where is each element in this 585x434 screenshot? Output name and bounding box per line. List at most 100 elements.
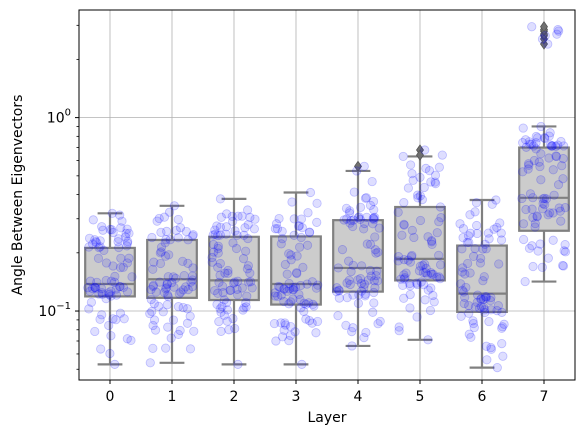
data-point	[219, 295, 229, 305]
data-point	[213, 262, 223, 273]
data-point	[554, 26, 564, 36]
iqr-box	[84, 246, 136, 298]
data-point	[168, 272, 178, 282]
data-point	[148, 281, 158, 292]
iqr-box	[394, 205, 446, 282]
data-point	[88, 283, 98, 294]
data-point	[148, 320, 158, 331]
data-point	[348, 290, 358, 300]
data-point	[426, 283, 436, 293]
data-point	[229, 278, 239, 288]
data-point	[553, 140, 563, 150]
data-point	[233, 276, 243, 286]
data-point	[280, 320, 291, 330]
data-point	[156, 227, 166, 237]
data-point	[517, 193, 527, 204]
box-layer-1	[146, 204, 198, 364]
data-point	[356, 286, 367, 296]
data-point	[284, 336, 294, 346]
data-point	[365, 200, 376, 210]
box-layer-0	[84, 212, 136, 366]
data-point	[98, 225, 108, 235]
data-point	[218, 288, 228, 298]
data-point	[209, 247, 219, 257]
data-point	[97, 222, 107, 232]
data-point	[105, 348, 115, 359]
data-point	[393, 207, 403, 217]
axis-ticks: 0 1 2 3 4 5 6 7 100 10−1	[38, 24, 548, 405]
data-point	[398, 151, 408, 162]
data-point	[465, 228, 476, 238]
y-tick-label: 10−1	[38, 301, 71, 320]
data-point	[333, 263, 343, 273]
data-point	[463, 231, 474, 241]
data-point	[476, 294, 486, 304]
data-point	[419, 182, 429, 193]
data-point	[111, 284, 121, 294]
data-point	[127, 272, 137, 282]
data-point	[288, 294, 298, 304]
data-point	[178, 302, 188, 313]
data-point	[224, 325, 234, 335]
data-point	[478, 244, 488, 254]
data-point	[162, 279, 172, 289]
data-point	[187, 271, 198, 281]
data-point	[414, 266, 424, 276]
data-point	[556, 216, 566, 226]
data-point	[295, 294, 305, 305]
data-point	[83, 283, 93, 293]
data-point	[394, 322, 404, 332]
data-point	[188, 230, 198, 240]
data-point	[483, 228, 493, 238]
data-point	[173, 329, 184, 339]
data-point	[228, 313, 238, 324]
data-point	[311, 328, 321, 338]
data-point	[406, 160, 416, 170]
data-point	[288, 284, 298, 294]
data-point	[179, 270, 189, 281]
data-point	[369, 205, 379, 215]
data-point	[212, 299, 222, 309]
data-point	[161, 234, 171, 245]
data-point	[486, 292, 496, 303]
box-layer-4	[332, 160, 384, 348]
data-point	[497, 322, 508, 332]
data-point	[118, 262, 128, 272]
y-axis-label: Angle Between Eigenvectors	[10, 95, 26, 296]
data-point	[464, 237, 474, 247]
data-point	[531, 138, 541, 148]
data-point	[357, 261, 367, 271]
data-point	[286, 321, 296, 332]
data-point	[242, 291, 252, 301]
data-point	[147, 232, 157, 243]
data-point	[145, 308, 155, 319]
data-point	[284, 249, 294, 259]
data-point	[232, 230, 242, 240]
data-point	[90, 235, 100, 245]
data-point	[124, 253, 134, 263]
data-point	[367, 176, 377, 187]
data-point	[231, 243, 242, 254]
data-point	[302, 279, 312, 289]
data-point	[308, 299, 318, 309]
outlier-marker	[354, 160, 362, 173]
data-point	[470, 244, 480, 254]
data-point	[181, 226, 191, 237]
data-point	[287, 197, 297, 207]
data-point	[400, 273, 410, 283]
data-point	[226, 285, 236, 295]
data-point	[181, 282, 191, 292]
data-point	[313, 280, 323, 290]
iqr-box	[146, 238, 198, 299]
data-point	[122, 224, 132, 234]
data-point	[475, 258, 486, 268]
data-point	[518, 123, 528, 133]
data-point	[286, 297, 296, 307]
data-point	[406, 251, 417, 262]
data-point	[399, 198, 409, 208]
data-point	[228, 238, 238, 248]
data-point	[108, 227, 118, 238]
data-point	[536, 121, 546, 132]
data-point	[419, 280, 429, 290]
data-point	[295, 242, 305, 252]
